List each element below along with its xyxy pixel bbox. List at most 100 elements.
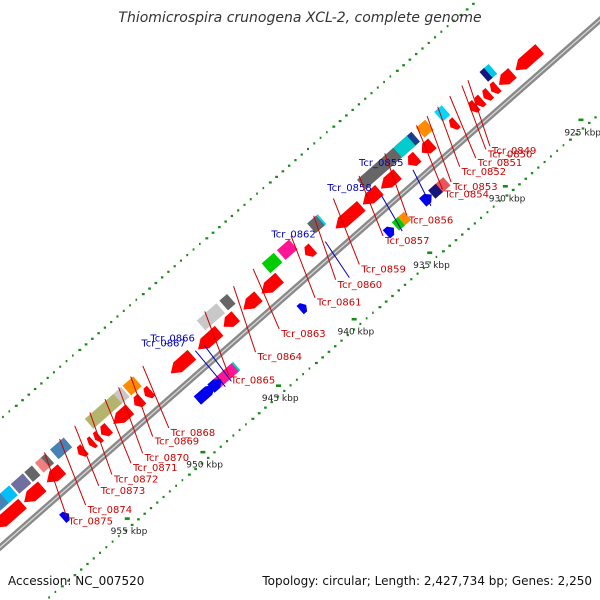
gc-dot-upper: [416, 272, 419, 275]
gc-dot-lower: [116, 315, 119, 318]
kbp-tick: [427, 251, 433, 255]
gc-dot-upper: [226, 440, 229, 443]
gc-dot-upper: [105, 546, 108, 549]
gc-dot-lower: [103, 326, 107, 329]
gc-dot-upper: [181, 479, 184, 482]
gene-label-tcr_0855: Tcr_0855: [358, 158, 403, 169]
gene-label-tcr_0856: Tcr_0856: [408, 215, 453, 226]
kbp-label: 940 kbp: [338, 328, 375, 338]
gc-dot-lower: [186, 253, 189, 257]
gc-dot-lower: [357, 103, 361, 106]
gc-dot-upper: [441, 250, 445, 253]
gc-dot-upper: [232, 434, 235, 437]
gene-label-tcr_0867: Tcr_0867: [140, 339, 185, 350]
gc-dot-upper: [397, 289, 400, 292]
kbp-label: 955 kbp: [111, 527, 148, 537]
gc-dot-lower: [313, 142, 316, 145]
gene-label-tcr_0873: Tcr_0873: [100, 486, 145, 497]
gc-dot-lower: [332, 125, 336, 128]
gene-label-tcr_0864: Tcr_0864: [257, 352, 302, 363]
gene-arrow: [421, 138, 437, 154]
gc-dot-upper: [530, 172, 534, 175]
gc-dot-lower: [345, 114, 348, 117]
gc-dot-lower: [141, 293, 145, 296]
gene-block: [10, 473, 32, 494]
gc-dot-lower: [262, 186, 265, 190]
label-leader: [252, 268, 280, 330]
gc-dot-lower: [160, 276, 164, 279]
gene-label-tcr_0849: Tcr_0849: [491, 146, 536, 157]
gene-arrow: [100, 423, 113, 437]
gc-dot-lower: [294, 159, 297, 162]
gene-arrow: [304, 243, 318, 257]
gene-arrow: [198, 325, 224, 350]
gc-dot-upper: [289, 384, 292, 387]
gc-dot-upper: [543, 160, 546, 164]
gene-arrow: [143, 385, 156, 399]
gene-arrow: [448, 117, 461, 130]
gc-dot-lower: [224, 220, 227, 223]
genome-summary-text: Topology: circular; Length: 2,427,734 bp…: [262, 574, 592, 588]
gc-dot-upper: [588, 121, 591, 125]
gc-dot-upper: [187, 473, 191, 476]
gene-block: [397, 211, 412, 226]
gc-dot-lower: [211, 231, 215, 234]
gc-dot-lower: [306, 147, 310, 151]
gc-dot-lower: [21, 399, 24, 402]
gene-label-tcr_0861: Tcr_0861: [316, 298, 361, 309]
gene-arrow: [489, 81, 502, 94]
gc-dot-upper: [492, 205, 495, 208]
gc-dot-upper: [429, 261, 432, 264]
gc-dot-upper: [283, 389, 286, 393]
gene-block: [479, 68, 493, 82]
gc-dot-lower: [427, 41, 430, 45]
gene-block: [39, 453, 55, 469]
gc-dot-lower: [205, 237, 209, 240]
gc-dot-lower: [370, 92, 373, 95]
gene-arrow: [515, 44, 544, 71]
gc-dot-upper: [422, 266, 425, 270]
gc-dot-upper: [518, 183, 521, 186]
gc-dot-lower: [243, 203, 246, 206]
label-leader: [416, 125, 443, 190]
gc-dot-lower: [446, 25, 449, 28]
gc-dot-upper: [569, 138, 572, 141]
gc-dot-lower: [84, 343, 88, 346]
label-leader: [204, 311, 230, 376]
gene-block: [307, 215, 325, 234]
label-leader: [290, 235, 316, 298]
gc-dot-lower: [465, 8, 469, 11]
gc-dot-lower: [65, 360, 68, 363]
gc-dot-lower: [319, 136, 322, 139]
gc-dot-upper: [276, 395, 280, 398]
label-leader: [412, 169, 432, 207]
gc-dot-lower: [91, 337, 94, 340]
gene-arrow: [261, 272, 284, 294]
gc-dot-upper: [340, 339, 343, 342]
map-title: Thiomicrospira crunogena XCL-2, complete…: [118, 10, 482, 26]
gc-dot-lower: [154, 281, 158, 285]
gene-block: [196, 303, 225, 331]
gc-dot-lower: [395, 69, 399, 72]
gc-dot-lower: [383, 80, 385, 84]
gene-label-tcr_0870: Tcr_0870: [144, 453, 189, 464]
gc-dot-lower: [389, 75, 392, 78]
gc-dot-upper: [99, 551, 102, 554]
label-leader: [332, 198, 360, 265]
gc-dot-upper: [321, 356, 325, 359]
accession-text: Accession: NC_007520: [8, 574, 145, 588]
gc-dot-lower: [472, 2, 475, 5]
gc-dot-upper: [264, 406, 267, 409]
label-leader: [89, 412, 113, 475]
gene-block: [357, 147, 402, 190]
gene-arrow: [193, 384, 216, 405]
gc-dot-upper: [365, 317, 368, 320]
genome-backbone: [0, 16, 600, 552]
gene-block: [219, 294, 236, 311]
gc-dot-upper: [162, 495, 165, 499]
gene-label-tcr_0853: Tcr_0853: [452, 182, 497, 193]
gc-dot-upper: [594, 116, 597, 119]
gc-dot-upper: [111, 540, 114, 543]
gc-dot-lower: [414, 52, 418, 56]
gene-arrow: [0, 498, 27, 528]
